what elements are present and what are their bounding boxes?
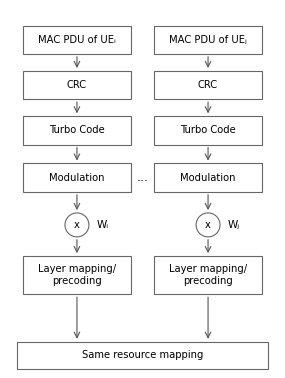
FancyBboxPatch shape xyxy=(23,71,131,99)
FancyBboxPatch shape xyxy=(154,71,262,99)
Text: x: x xyxy=(205,220,211,230)
Text: Modulation: Modulation xyxy=(180,173,236,183)
Text: x: x xyxy=(74,220,80,230)
FancyBboxPatch shape xyxy=(154,163,262,192)
Text: Same resource mapping: Same resource mapping xyxy=(82,350,203,360)
Text: ...: ... xyxy=(137,171,148,184)
Text: Turbo Code: Turbo Code xyxy=(49,125,105,135)
FancyBboxPatch shape xyxy=(154,256,262,294)
Text: Wⱼ: Wⱼ xyxy=(228,220,240,230)
Text: Layer mapping/
precoding: Layer mapping/ precoding xyxy=(38,264,116,286)
Ellipse shape xyxy=(65,213,89,237)
Ellipse shape xyxy=(196,213,220,237)
Text: CRC: CRC xyxy=(198,80,218,90)
FancyBboxPatch shape xyxy=(23,163,131,192)
FancyBboxPatch shape xyxy=(23,26,131,54)
Text: MAC PDU of UEⱼ: MAC PDU of UEⱼ xyxy=(169,35,247,45)
Text: Turbo Code: Turbo Code xyxy=(180,125,236,135)
FancyBboxPatch shape xyxy=(23,256,131,294)
Text: Modulation: Modulation xyxy=(49,173,105,183)
FancyBboxPatch shape xyxy=(17,342,268,369)
Text: Layer mapping/
precoding: Layer mapping/ precoding xyxy=(169,264,247,286)
Text: Wᵢ: Wᵢ xyxy=(97,220,109,230)
FancyBboxPatch shape xyxy=(154,116,262,144)
FancyBboxPatch shape xyxy=(154,26,262,54)
Text: CRC: CRC xyxy=(67,80,87,90)
Text: MAC PDU of UEᵢ: MAC PDU of UEᵢ xyxy=(38,35,116,45)
FancyBboxPatch shape xyxy=(23,116,131,144)
